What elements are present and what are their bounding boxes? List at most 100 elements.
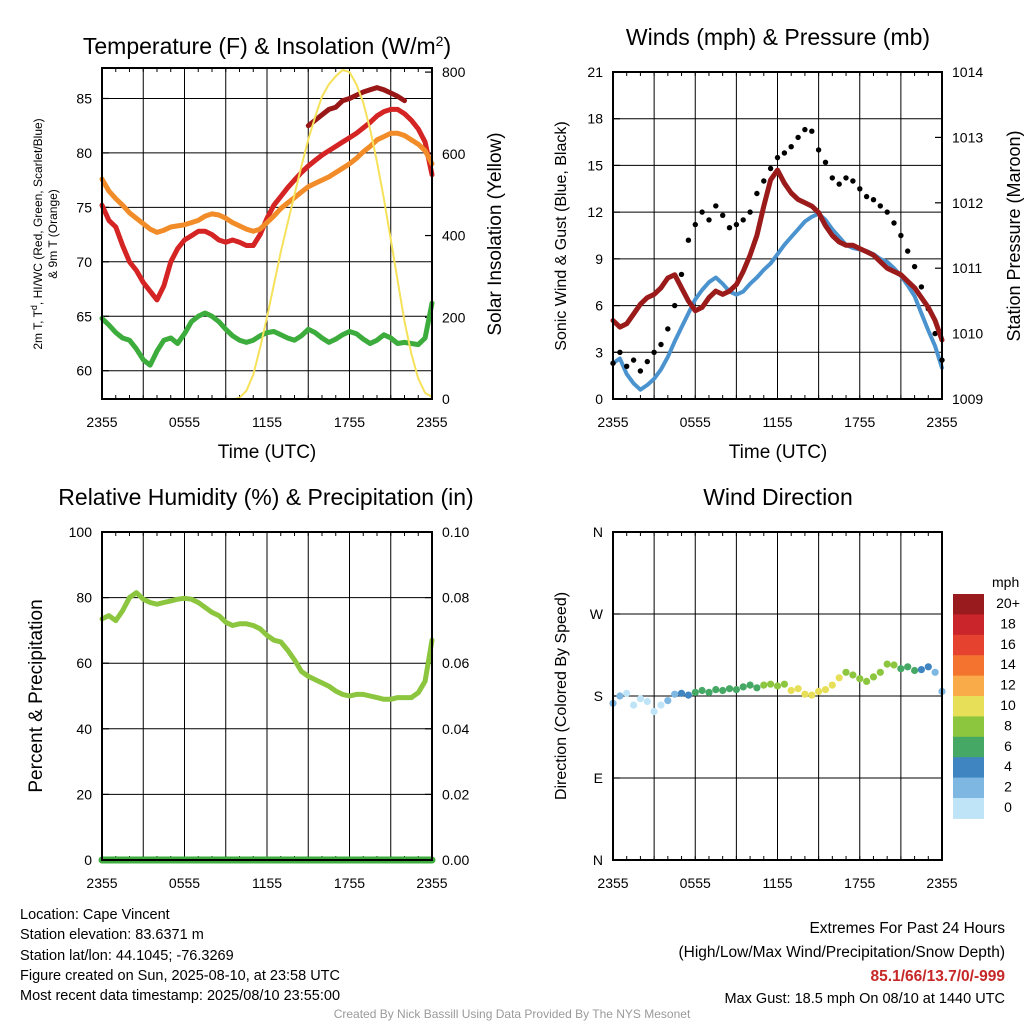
gust-point <box>754 190 760 197</box>
gust-point <box>815 147 822 153</box>
direction-point <box>657 701 665 709</box>
legend-label: 8 <box>1004 717 1012 733</box>
label-part: d <box>29 305 39 310</box>
x-tick-label: 1155 <box>762 875 792 891</box>
y-right-tick-label: 0 <box>442 391 450 407</box>
direction-point <box>684 691 693 699</box>
gust-point <box>678 271 685 278</box>
gust-point <box>651 349 657 355</box>
y-tick-label: 80 <box>76 590 92 606</box>
y-tick-label: S <box>594 688 603 704</box>
wind-direction-panel: 2355 0555 1155 1755 2355 N E S W N Wind Direction D… <box>553 484 1020 891</box>
y-right-tick-label: 1014 <box>952 64 983 80</box>
label-part: 2m T, T <box>31 309 45 349</box>
y-tick-label: N <box>593 852 603 868</box>
direction-point <box>650 707 658 716</box>
y-right-tick-label: 0.00 <box>442 852 469 868</box>
y-tick-label: 9 <box>595 251 603 267</box>
y-tick-label: 60 <box>76 655 92 671</box>
gust-point <box>802 126 808 133</box>
direction-point <box>869 673 878 681</box>
direction-point <box>719 686 727 695</box>
gust-point <box>733 221 740 228</box>
x-tick-label: 2355 <box>597 414 628 430</box>
direction-point <box>630 701 638 709</box>
y-right-tick-label: 800 <box>442 64 466 80</box>
direction-point <box>876 668 884 676</box>
gust-point <box>644 358 650 365</box>
gust-point <box>720 212 726 218</box>
direction-point <box>739 683 747 691</box>
gust-point <box>713 203 719 209</box>
y-tick-label: 85 <box>76 90 92 106</box>
y-right-tick-label: 400 <box>442 228 466 244</box>
chart-title: Relative Humidity (%) & Precipitation (i… <box>58 484 473 510</box>
y-tick-label: 15 <box>587 157 603 173</box>
series-wind <box>611 211 944 392</box>
x-tick-label: 2355 <box>416 875 447 891</box>
gust-point <box>665 326 671 332</box>
y-axis-label-left: 2m T, Td, HI/WC (Red, Green, Scarlet/Blu… <box>29 118 45 349</box>
chart-title: Temperature (F) & Insolation (W/m2) <box>83 33 451 59</box>
direction-point <box>732 686 741 694</box>
y-right-tick-label: 0.04 <box>442 721 469 737</box>
direction-point <box>794 685 802 693</box>
y-right-tick-label: 1012 <box>952 195 983 211</box>
gust-point <box>637 368 644 374</box>
direction-point <box>917 666 926 674</box>
direction-point <box>828 681 836 689</box>
legend-label: 16 <box>1000 636 1016 652</box>
legend-label: 2 <box>1004 779 1012 795</box>
y-tick-label: 100 <box>69 524 93 540</box>
gust-point <box>829 175 835 181</box>
plot-frame <box>101 531 433 861</box>
y-tick-label: 80 <box>76 145 92 161</box>
direction-point <box>753 684 761 692</box>
y-tick-label: E <box>594 770 603 786</box>
y-tick-label: 21 <box>587 64 603 80</box>
x-tick-label: 0555 <box>169 414 200 430</box>
gust-point <box>870 197 877 203</box>
gust-point <box>658 341 664 348</box>
direction-point <box>842 668 850 676</box>
direction-point <box>671 690 679 698</box>
legend-swatch <box>953 798 984 819</box>
direction-point <box>705 688 713 697</box>
gust-point <box>774 154 781 161</box>
legend-swatch <box>953 614 984 636</box>
plot-frame <box>612 531 943 861</box>
gust-point <box>692 221 698 228</box>
y-tick-label: 20 <box>76 786 92 802</box>
direction-point <box>849 671 857 679</box>
legend-swatch <box>953 716 984 738</box>
gust-point <box>630 357 637 363</box>
x-tick-label: 0555 <box>169 875 200 891</box>
direction-point <box>698 686 706 695</box>
legend-swatch <box>953 696 984 717</box>
chart-title: Wind Direction <box>703 484 853 510</box>
series-rh <box>99 590 435 702</box>
gust-point <box>788 144 794 150</box>
y-axis-label-left: Direction (Colored By Speed) <box>553 592 570 800</box>
y-tick-label: 0 <box>595 391 603 407</box>
direction-point <box>725 685 734 693</box>
recent-data-timestamp: Most recent data timestamp: 2025/08/10 2… <box>20 988 341 1005</box>
extremes-values: 85.1/66/13.7/0/-999 <box>870 968 1005 985</box>
gust-point <box>884 209 890 215</box>
direction-point <box>636 695 645 703</box>
y-axis-label-left: Sonic Wind & Gust (Blue, Black) <box>553 121 570 350</box>
x-tick-label: 2355 <box>597 875 628 891</box>
credit-line: Created By Nick Bassill Using Data Provi… <box>333 1007 691 1021</box>
y-right-tick-label: 1009 <box>952 391 983 407</box>
legend-label: 14 <box>1000 656 1016 672</box>
y-tick-label: 0 <box>84 852 92 868</box>
gust-point <box>877 203 883 209</box>
x-tick-label: 1155 <box>252 875 282 891</box>
gust-point <box>699 209 705 215</box>
y-tick-label: 65 <box>76 308 92 324</box>
direction-point <box>767 680 775 688</box>
gust-point <box>857 186 863 192</box>
direction-point <box>924 663 932 671</box>
y-right-tick-label: 600 <box>442 146 466 162</box>
x-tick-label: 1755 <box>844 414 875 430</box>
